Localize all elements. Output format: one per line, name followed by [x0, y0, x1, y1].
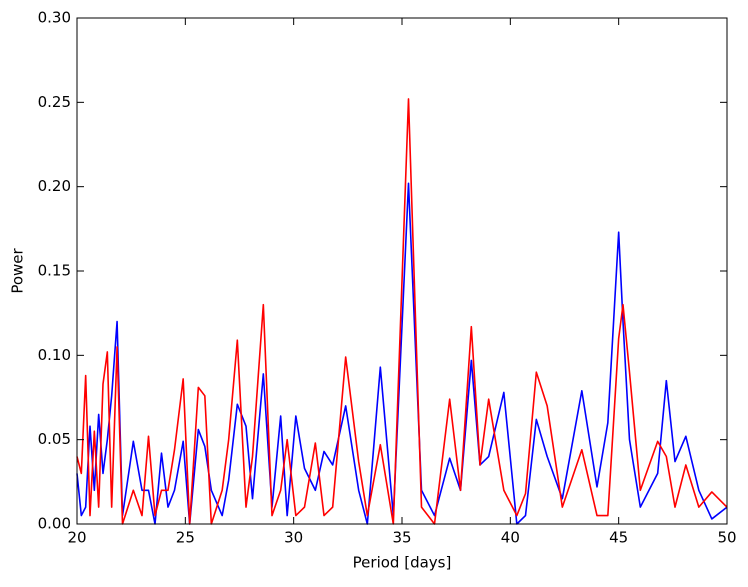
- x-tick-label: 45: [609, 529, 628, 547]
- y-tick-label: 0.25: [38, 93, 71, 111]
- y-tick-label: 0.30: [38, 9, 71, 27]
- y-tick-label: 0.00: [38, 515, 71, 533]
- x-tick-label: 30: [284, 529, 303, 547]
- y-tick-label: 0.05: [38, 430, 71, 448]
- data-line: [76, 98, 728, 525]
- y-tick-label: 0.15: [38, 262, 71, 280]
- x-tick-label: 25: [176, 529, 195, 547]
- x-axis-label: Period [days]: [353, 554, 452, 572]
- x-tick-label: 50: [717, 529, 736, 547]
- y-axis-label: Power: [9, 247, 27, 293]
- x-tick-label: 40: [501, 529, 520, 547]
- y-tick-label: 0.10: [38, 346, 71, 364]
- data-line: [76, 182, 728, 525]
- x-tick-label: 20: [67, 529, 86, 547]
- x-tick-label: 35: [392, 529, 411, 547]
- y-tick-label: 0.20: [38, 177, 71, 195]
